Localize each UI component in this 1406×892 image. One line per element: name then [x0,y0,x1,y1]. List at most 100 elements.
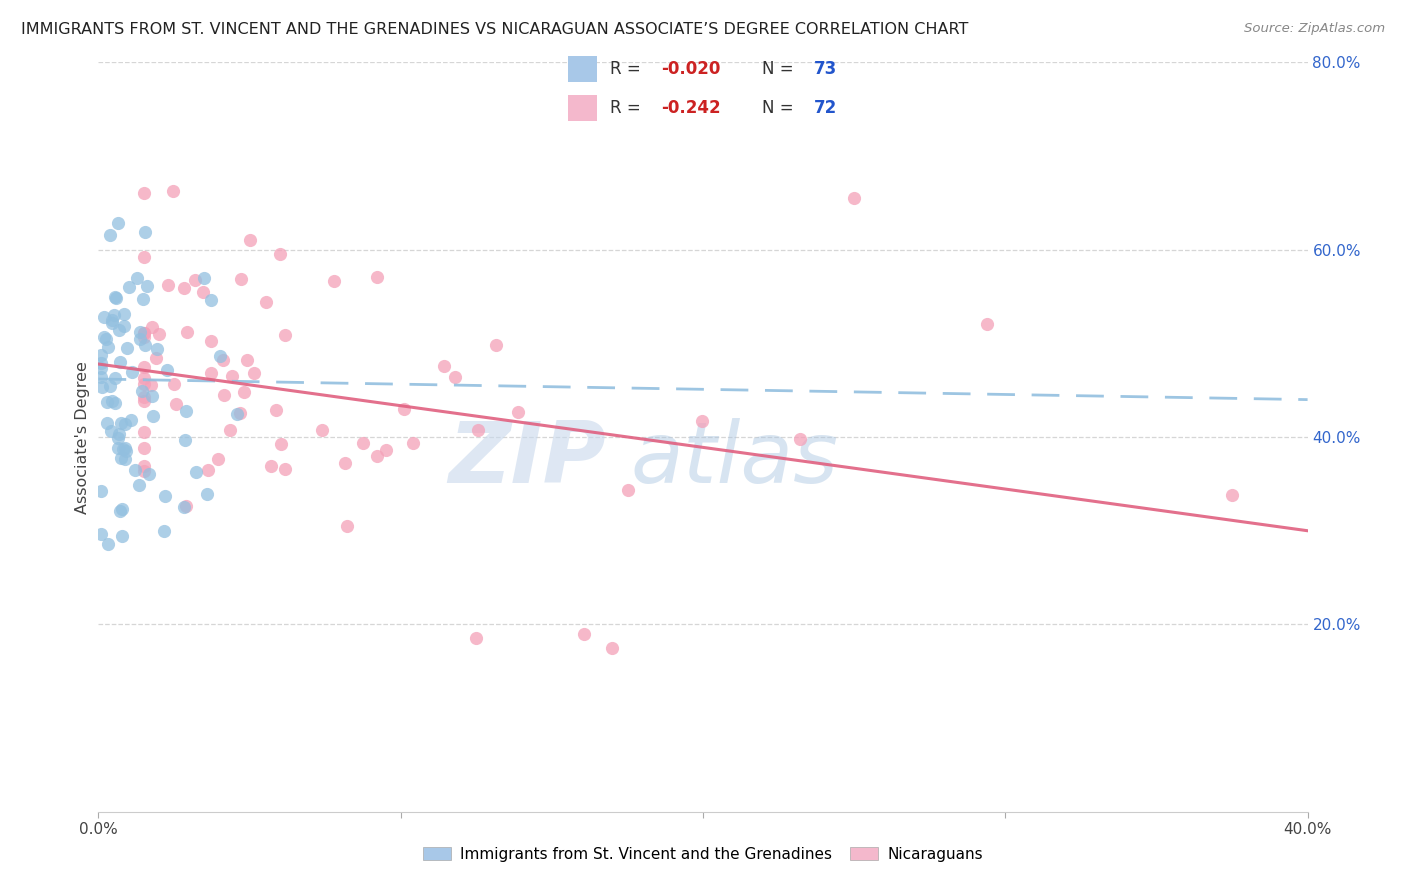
Point [110,354,132,368]
Point [311,423,333,437]
Point [90,483,112,498]
Point [200,334,222,348]
Point [174,434,197,448]
Point [117,341,139,355]
Point [111,442,134,456]
Point [366,450,388,464]
Y-axis label: Associate's Degree: Associate's Degree [75,360,90,514]
Point [101,394,124,409]
Point [132,293,155,307]
Point [174,499,197,513]
Text: N =: N = [762,99,799,117]
Point [184,465,207,479]
Point [145,351,167,365]
Point [132,441,155,455]
Point [111,502,134,516]
Point [127,271,149,285]
Point [132,377,155,392]
Point [139,378,162,392]
Point [90,380,112,394]
Point [141,389,163,403]
Point [394,401,416,416]
Point [128,477,150,491]
Point [98,378,121,392]
Point [225,407,247,421]
Point [375,442,398,457]
Point [120,413,142,427]
Point [96,416,118,430]
Point [100,424,122,438]
Point [444,370,467,384]
Point [93,330,115,344]
Point [118,280,141,294]
Bar [568,56,596,82]
Point [602,640,624,655]
Text: -0.020: -0.020 [662,60,721,78]
Point [214,388,236,402]
Point [129,326,152,340]
Point [208,349,231,363]
Point [114,417,136,432]
Point [333,456,356,470]
Point [264,402,287,417]
Point [132,250,155,264]
Point [132,186,155,201]
Point [132,326,155,340]
Point [148,326,170,341]
Point [146,343,169,357]
Point [260,458,283,473]
Point [352,435,374,450]
Point [207,452,229,467]
Point [269,247,291,261]
Point [572,627,595,641]
Point [165,397,187,411]
Point [110,529,132,543]
Point [163,377,186,392]
Point [508,405,530,419]
Point [200,367,222,381]
Point [90,361,112,376]
Point [690,414,713,428]
Point [132,390,155,404]
Point [112,318,135,333]
Point [242,366,264,380]
Point [107,431,129,445]
Point [274,461,297,475]
Text: R =: R = [610,99,645,117]
Point [110,416,132,430]
Point [134,226,156,240]
Point [132,371,155,385]
Point [197,463,219,477]
Point [176,326,198,340]
Point [121,365,143,379]
Text: ZIP: ZIP [449,418,606,501]
Point [336,518,359,533]
Point [112,307,135,321]
Point [132,464,155,478]
Point [90,348,112,362]
Point [212,352,235,367]
Point [110,503,132,517]
Point [219,423,242,437]
Point [221,368,243,383]
Point [108,427,131,442]
Point [616,483,638,497]
Point [104,371,127,385]
Point [138,467,160,482]
Point [132,330,155,344]
Point [229,405,252,419]
Point [156,277,179,292]
Point [97,537,120,551]
Point [402,436,425,450]
Point [184,273,207,287]
Point [110,450,132,465]
Point [128,332,150,346]
Point [101,313,124,327]
Text: -0.242: -0.242 [662,99,721,117]
Point [104,396,127,410]
Point [96,395,118,409]
Point [236,353,259,368]
Point [789,433,811,447]
Point [193,271,215,285]
Point [191,285,214,299]
